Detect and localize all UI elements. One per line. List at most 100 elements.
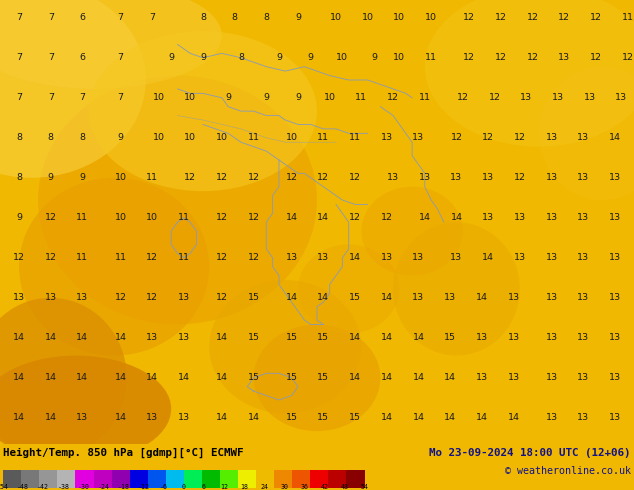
- Text: 11: 11: [622, 13, 633, 22]
- Text: 15: 15: [248, 333, 259, 343]
- Text: 10: 10: [394, 53, 405, 62]
- Bar: [75, 470, 94, 488]
- Text: 12: 12: [590, 53, 602, 62]
- Text: 13: 13: [146, 413, 158, 422]
- Text: 9: 9: [16, 213, 22, 222]
- Text: 13: 13: [412, 294, 425, 302]
- Text: 13: 13: [609, 333, 621, 343]
- Ellipse shape: [19, 178, 209, 356]
- Text: 14: 14: [476, 294, 488, 302]
- Ellipse shape: [0, 0, 146, 178]
- Text: 15: 15: [286, 333, 297, 343]
- Bar: [21, 470, 39, 488]
- Text: 13: 13: [609, 373, 621, 382]
- Text: 12: 12: [482, 133, 494, 142]
- Text: 8: 8: [238, 53, 244, 62]
- Text: 15: 15: [318, 333, 329, 343]
- Text: 12: 12: [216, 213, 228, 222]
- Text: 11: 11: [77, 213, 88, 222]
- Text: 7: 7: [16, 13, 22, 22]
- Bar: [94, 470, 112, 488]
- Text: 13: 13: [609, 213, 621, 222]
- Text: 12: 12: [457, 93, 469, 102]
- Text: 13: 13: [577, 253, 590, 262]
- Text: 13: 13: [450, 253, 463, 262]
- Text: 9: 9: [48, 173, 54, 182]
- Text: -12: -12: [138, 484, 150, 490]
- Text: 7: 7: [48, 13, 54, 22]
- Text: 9: 9: [263, 93, 269, 102]
- Text: 11: 11: [425, 53, 437, 62]
- Text: 15: 15: [286, 413, 297, 422]
- Text: 8: 8: [16, 173, 22, 182]
- Text: 8: 8: [48, 133, 54, 142]
- Text: 48: 48: [340, 484, 349, 490]
- Text: 10: 10: [146, 213, 158, 222]
- Text: 13: 13: [609, 413, 621, 422]
- Text: 12: 12: [248, 213, 259, 222]
- Text: 12: 12: [146, 253, 158, 262]
- Text: 13: 13: [615, 93, 628, 102]
- Text: 13: 13: [545, 373, 558, 382]
- Text: 10: 10: [184, 93, 196, 102]
- Text: 10: 10: [184, 133, 196, 142]
- Text: 42: 42: [320, 484, 328, 490]
- Text: 14: 14: [444, 413, 456, 422]
- Text: 8: 8: [231, 13, 238, 22]
- Bar: [165, 470, 184, 488]
- Text: 13: 13: [545, 253, 558, 262]
- Text: 8: 8: [16, 133, 22, 142]
- Text: 12: 12: [451, 133, 462, 142]
- Text: 13: 13: [514, 253, 526, 262]
- Text: 9: 9: [225, 93, 231, 102]
- Text: 13: 13: [507, 333, 520, 343]
- Text: 15: 15: [286, 373, 297, 382]
- Text: 13: 13: [178, 294, 190, 302]
- Text: 13: 13: [545, 294, 558, 302]
- Text: 13: 13: [552, 93, 564, 102]
- Text: 8: 8: [263, 13, 269, 22]
- Text: 13: 13: [577, 294, 590, 302]
- Text: 10: 10: [216, 133, 228, 142]
- Text: 12: 12: [559, 13, 570, 22]
- Text: 13: 13: [577, 213, 590, 222]
- Text: 13: 13: [76, 413, 89, 422]
- Text: 12: 12: [489, 93, 500, 102]
- Text: 14: 14: [115, 373, 126, 382]
- Text: 10: 10: [362, 13, 373, 22]
- Text: 15: 15: [349, 413, 361, 422]
- Ellipse shape: [38, 75, 317, 324]
- Bar: [346, 470, 365, 488]
- Text: -48: -48: [17, 484, 29, 490]
- Text: 9: 9: [276, 53, 282, 62]
- Text: 13: 13: [577, 333, 590, 343]
- Bar: [202, 470, 220, 488]
- Text: 13: 13: [450, 173, 463, 182]
- Text: 12: 12: [45, 253, 56, 262]
- Bar: [292, 470, 310, 488]
- Bar: [256, 470, 274, 488]
- Text: 11: 11: [178, 253, 190, 262]
- Text: 13: 13: [412, 133, 425, 142]
- Text: 12: 12: [622, 53, 633, 62]
- Text: 13: 13: [146, 333, 158, 343]
- Text: 14: 14: [216, 333, 228, 343]
- Text: 12: 12: [349, 213, 361, 222]
- Text: 13: 13: [577, 413, 590, 422]
- Text: 6: 6: [202, 484, 206, 490]
- Text: 12: 12: [146, 294, 158, 302]
- Text: 13: 13: [520, 93, 533, 102]
- Text: 13: 13: [545, 333, 558, 343]
- Text: 15: 15: [318, 373, 329, 382]
- Text: 13: 13: [13, 294, 25, 302]
- Text: 11: 11: [248, 133, 259, 142]
- Text: 7: 7: [117, 13, 124, 22]
- Text: 13: 13: [380, 133, 393, 142]
- Text: 10: 10: [286, 133, 297, 142]
- Text: 12: 12: [248, 173, 259, 182]
- Text: 7: 7: [149, 13, 155, 22]
- Text: 13: 13: [476, 373, 488, 382]
- Ellipse shape: [539, 67, 634, 200]
- Text: 12: 12: [216, 294, 228, 302]
- Text: 13: 13: [545, 133, 558, 142]
